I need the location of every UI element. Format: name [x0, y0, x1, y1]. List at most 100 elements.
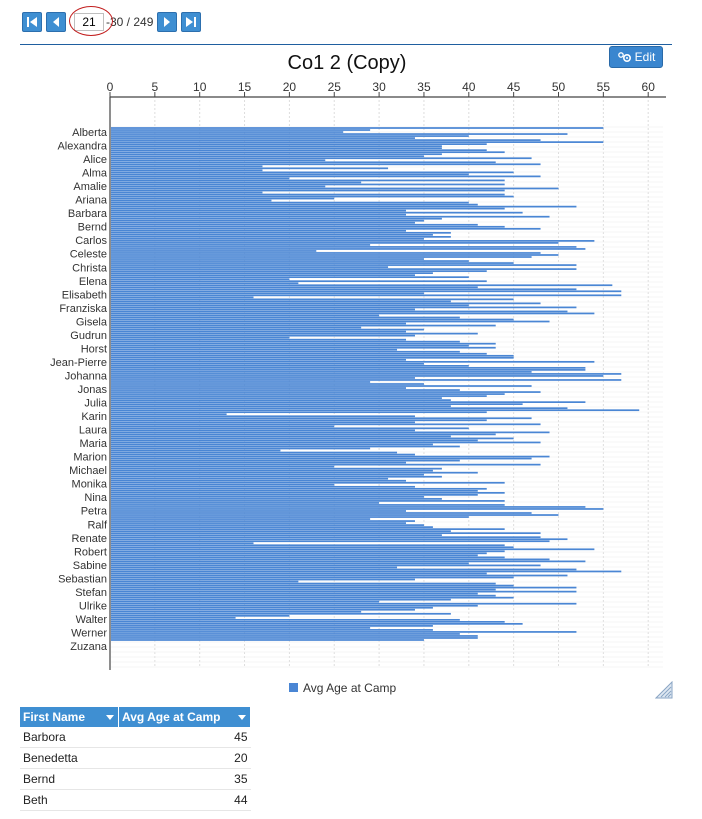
bar[interactable]	[111, 421, 415, 424]
bar[interactable]	[111, 570, 622, 573]
bar[interactable]	[111, 614, 290, 617]
bar[interactable]	[111, 560, 586, 563]
bar[interactable]	[111, 342, 496, 345]
bar[interactable]	[111, 494, 478, 496]
bar[interactable]	[111, 332, 478, 335]
bar[interactable]	[111, 616, 236, 619]
bar[interactable]	[111, 348, 398, 351]
bar[interactable]	[111, 637, 478, 639]
bar[interactable]	[111, 447, 371, 450]
bar[interactable]	[111, 133, 568, 135]
bar[interactable]	[111, 582, 496, 585]
bar[interactable]	[111, 423, 541, 426]
bar[interactable]	[111, 451, 398, 454]
bar[interactable]	[111, 588, 496, 591]
bar[interactable]	[111, 387, 407, 389]
bar[interactable]	[111, 379, 622, 381]
bar[interactable]	[111, 163, 541, 166]
bar[interactable]	[111, 395, 487, 397]
bar[interactable]	[111, 449, 281, 452]
bar[interactable]	[111, 465, 335, 468]
bar[interactable]	[111, 373, 622, 375]
first-page-button[interactable]	[22, 12, 42, 32]
bar[interactable]	[111, 209, 407, 212]
bar[interactable]	[111, 318, 514, 321]
bar[interactable]	[111, 298, 514, 301]
edit-button[interactable]: Edit	[609, 46, 663, 68]
bar[interactable]	[111, 256, 532, 258]
bar[interactable]	[111, 445, 460, 448]
bar[interactable]	[111, 147, 442, 150]
bar[interactable]	[111, 310, 568, 313]
bar[interactable]	[111, 179, 505, 182]
bar[interactable]	[111, 538, 568, 541]
bar[interactable]	[111, 330, 407, 333]
bar[interactable]	[111, 377, 415, 379]
bar[interactable]	[111, 244, 371, 246]
bar[interactable]	[111, 419, 487, 422]
bar[interactable]	[111, 512, 532, 514]
bar[interactable]	[111, 427, 469, 430]
bar[interactable]	[111, 181, 362, 184]
bar[interactable]	[111, 199, 272, 202]
bar[interactable]	[111, 346, 496, 349]
bar[interactable]	[111, 314, 380, 317]
bar[interactable]	[111, 356, 514, 359]
bar[interactable]	[111, 312, 595, 315]
bar[interactable]	[111, 483, 335, 486]
bar[interactable]	[111, 627, 371, 629]
bar[interactable]	[111, 195, 514, 198]
bar[interactable]	[111, 459, 460, 462]
bar[interactable]	[111, 352, 487, 355]
bar[interactable]	[111, 300, 451, 303]
bar[interactable]	[111, 173, 469, 176]
bar[interactable]	[111, 389, 460, 391]
bar[interactable]	[111, 496, 424, 498]
bar[interactable]	[111, 530, 451, 533]
bar[interactable]	[111, 584, 514, 587]
bar[interactable]	[111, 328, 424, 331]
bar[interactable]	[111, 393, 505, 395]
bar[interactable]	[111, 292, 424, 295]
sort-dropdown-icon[interactable]	[238, 715, 246, 720]
bar[interactable]	[111, 526, 433, 528]
bar[interactable]	[111, 189, 505, 192]
bar[interactable]	[111, 155, 424, 158]
bar[interactable]	[111, 242, 559, 244]
page-number-input[interactable]	[74, 13, 104, 31]
bar[interactable]	[111, 574, 568, 577]
bar[interactable]	[111, 233, 433, 236]
bar[interactable]	[111, 441, 541, 444]
bar[interactable]	[111, 556, 505, 559]
bar[interactable]	[111, 544, 505, 547]
bar[interactable]	[111, 403, 523, 406]
bar[interactable]	[111, 522, 407, 524]
bar[interactable]	[111, 375, 604, 377]
bar[interactable]	[111, 485, 415, 488]
bar[interactable]	[111, 489, 478, 492]
table-row[interactable]: Barbora 45	[20, 727, 251, 748]
bar[interactable]	[111, 562, 469, 565]
bar[interactable]	[111, 254, 559, 256]
bar[interactable]	[111, 149, 487, 152]
bar[interactable]	[111, 252, 541, 254]
bar[interactable]	[111, 435, 451, 438]
bar[interactable]	[111, 602, 577, 605]
bar[interactable]	[111, 165, 263, 168]
next-page-button[interactable]	[157, 12, 178, 32]
bar[interactable]	[111, 191, 263, 194]
bar[interactable]	[111, 475, 442, 478]
bar[interactable]	[111, 510, 407, 512]
column-header-avg-age[interactable]: Avg Age at Camp	[118, 707, 251, 727]
table-row[interactable]: Benedetta 20	[20, 747, 251, 769]
bar[interactable]	[111, 306, 577, 309]
last-page-button[interactable]	[181, 12, 202, 32]
bar[interactable]	[111, 129, 371, 131]
bar[interactable]	[111, 405, 451, 408]
bar[interactable]	[111, 532, 541, 535]
bar[interactable]	[111, 203, 478, 206]
bar[interactable]	[111, 633, 460, 635]
bar[interactable]	[111, 246, 577, 248]
bar[interactable]	[111, 540, 550, 543]
bar[interactable]	[111, 225, 505, 228]
